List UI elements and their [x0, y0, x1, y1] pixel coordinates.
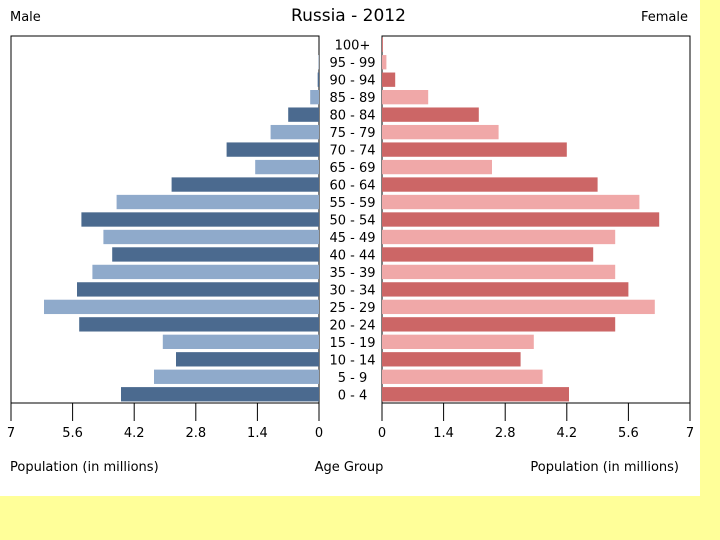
- age-group-label: 90 - 94: [329, 74, 375, 89]
- female-bar-10-14: [382, 352, 521, 367]
- male-bar-25-29: [44, 299, 319, 315]
- age-group-label: 20 - 24: [329, 318, 375, 333]
- age-group-label: 30 - 34: [329, 283, 375, 298]
- female-bar-35-39: [382, 264, 616, 280]
- female-bar-70-74: [382, 142, 567, 157]
- male-bar-80-84: [288, 107, 319, 122]
- female-bar-75-79: [382, 124, 499, 140]
- female-bar-60-64: [382, 177, 598, 192]
- age-group-label: 70 - 74: [329, 144, 375, 159]
- male-x-tick-label: 5.6: [62, 426, 83, 441]
- chart-panel: 0 - 4 5 - 9 10 - 14 15 - 19 20 - 24 25 - 29 30…: [0, 0, 700, 496]
- chart-title: Russia - 2012: [291, 6, 406, 26]
- female-bar-45-49: [382, 229, 616, 245]
- age-group-label: 65 - 69: [329, 161, 375, 176]
- male-bar-0-4: [121, 387, 319, 402]
- male-x-tick-label: 4.2: [124, 426, 145, 441]
- male-bar-65-69: [255, 159, 319, 175]
- male-bar-5-9: [154, 369, 319, 384]
- female-bar-5-9: [382, 369, 543, 384]
- male-bar-10-14: [176, 352, 319, 367]
- right-header: Female: [640, 10, 688, 25]
- x-axis-label-right: Population (in millions): [530, 460, 679, 475]
- male-bar-75-79: [270, 124, 319, 140]
- female-x-tick-label: 5.6: [618, 426, 639, 441]
- female-x-tick-label: 4.2: [556, 426, 577, 441]
- male-x-tick-label: 7: [7, 426, 15, 441]
- female-bar-0-4: [382, 387, 569, 402]
- x-axis-label-left: Population (in millions): [10, 460, 159, 475]
- age-group-label: 5 - 9: [338, 371, 368, 386]
- age-group-label: 100+: [335, 39, 371, 54]
- age-group-label: 10 - 14: [329, 353, 375, 368]
- male-bar-20-24: [79, 317, 319, 332]
- male-bar-60-64: [171, 177, 319, 192]
- age-group-label: 45 - 49: [329, 231, 375, 246]
- female-x-tick-label: 1.4: [433, 426, 454, 441]
- age-group-label: 0 - 4: [338, 388, 368, 403]
- age-group-label: 95 - 99: [329, 56, 375, 71]
- male-bar-55-59: [116, 194, 319, 210]
- age-group-label: 25 - 29: [329, 301, 375, 316]
- female-bar-95-99: [382, 55, 387, 70]
- left-header: Male: [10, 10, 41, 25]
- age-group-label: 60 - 64: [329, 179, 375, 194]
- male-bar-45-49: [103, 229, 320, 245]
- female-bar-40-44: [382, 247, 594, 262]
- male-bar-35-39: [92, 264, 320, 280]
- age-group-label: 40 - 44: [329, 248, 375, 263]
- female-x-tick-label: 7: [686, 426, 694, 441]
- female-bar-90-94: [382, 72, 396, 87]
- population-pyramid-chart: 0 - 4 5 - 9 10 - 14 15 - 19 20 - 24 25 - 29 30…: [7, 35, 694, 441]
- female-bar-85-89: [382, 90, 429, 105]
- age-group-label: 15 - 19: [329, 336, 375, 351]
- male-bar-40-44: [112, 247, 319, 262]
- male-x-tick-label: 1.4: [247, 426, 268, 441]
- female-x-tick-label: 2.8: [495, 426, 516, 441]
- male-bar-15-19: [162, 334, 319, 349]
- age-group-label: 55 - 59: [329, 196, 375, 211]
- female-bar-55-59: [382, 194, 640, 210]
- male-x-tick-label: 0: [315, 426, 323, 441]
- age-group-label: 35 - 39: [329, 266, 375, 281]
- female-x-tick-label: 0: [378, 426, 386, 441]
- male-bar-30-34: [77, 282, 319, 297]
- age-group-label: 50 - 54: [329, 214, 375, 229]
- female-bar-25-29: [382, 299, 655, 315]
- male-bar-90-94: [317, 72, 319, 87]
- age-group-label: 80 - 84: [329, 109, 375, 124]
- female-bar-100plus: [382, 37, 383, 52]
- female-bar-15-19: [382, 334, 534, 349]
- center-axis-label: Age Group: [314, 460, 384, 475]
- male-bar-50-54: [81, 212, 320, 227]
- age-group-label: 75 - 79: [329, 126, 375, 141]
- age-group-label: 85 - 89: [329, 91, 375, 106]
- female-bar-50-54: [382, 212, 660, 227]
- male-x-tick-label: 2.8: [185, 426, 206, 441]
- male-bar-85-89: [310, 90, 319, 105]
- male-bar-70-74: [226, 142, 319, 157]
- female-bar-30-34: [382, 282, 629, 297]
- female-bar-20-24: [382, 317, 616, 332]
- female-bar-80-84: [382, 107, 479, 122]
- female-bar-65-69: [382, 159, 492, 175]
